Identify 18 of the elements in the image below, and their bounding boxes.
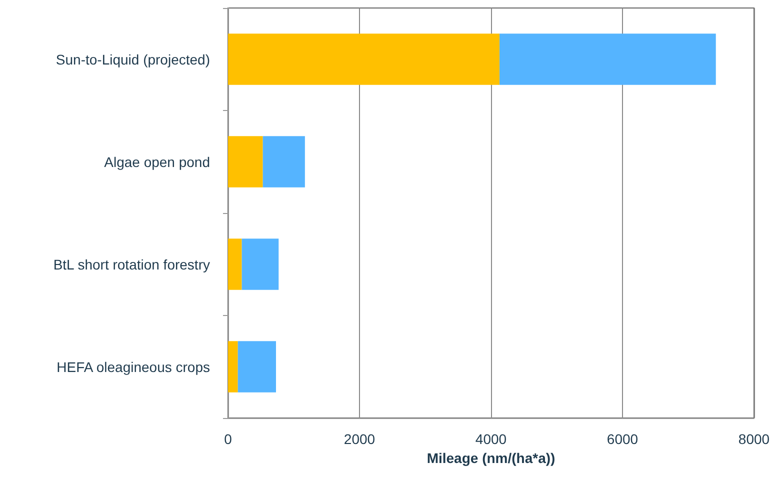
bar — [228, 341, 238, 392]
y-tick-label: BtL short rotation forestry — [53, 256, 210, 272]
bar — [500, 34, 716, 85]
y-tick-label: HEFA oleagineous crops — [56, 358, 210, 375]
x-axis-title: Mileage (nm/(ha*a)) — [426, 450, 556, 466]
bar — [228, 238, 242, 290]
bar — [228, 136, 263, 188]
bar — [228, 34, 500, 85]
x-tick-label: 6000 — [606, 431, 638, 447]
y-tick-label: Sun-to-Liquid (projected) — [56, 51, 210, 68]
x-tick-label: 8000 — [738, 431, 770, 447]
bar — [242, 238, 279, 290]
y-tick-label: Algae open pond — [104, 154, 210, 170]
x-tick-label: 4000 — [475, 431, 507, 447]
bar — [262, 136, 305, 188]
bar — [238, 341, 276, 392]
x-tick-label: 2000 — [344, 431, 376, 447]
x-tick-label: 0 — [224, 431, 232, 447]
